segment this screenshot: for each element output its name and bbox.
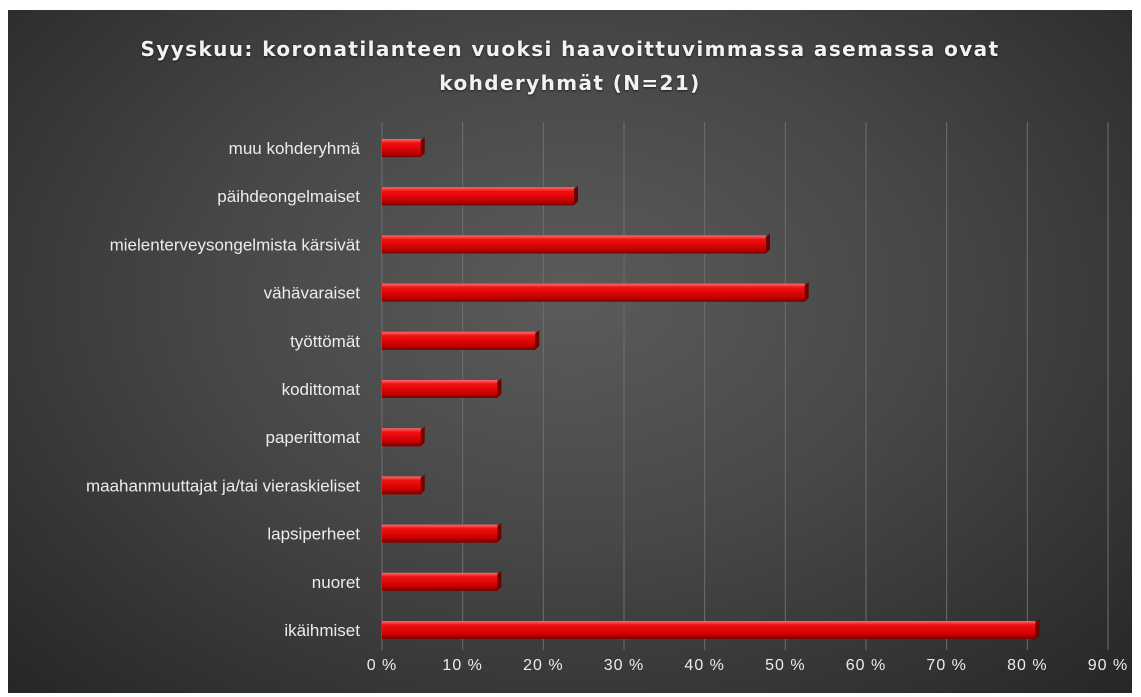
x-tick-label: 70 % — [926, 657, 966, 674]
x-tick-label: 90 % — [1088, 657, 1128, 674]
chart-frame: Syyskuu: koronatilanteen vuoksi haavoitt… — [8, 10, 1132, 693]
category-label: ikäihmiset — [284, 621, 360, 640]
bar — [382, 235, 766, 254]
category-label: maahanmuuttajat ja/tai vieraskieliset — [86, 476, 360, 495]
bar — [382, 380, 498, 398]
bar-chart: muu kohderyhmä päihdeongelmaiset mielenter… — [86, 122, 1128, 674]
bar — [382, 139, 421, 157]
category-label: työttömät — [290, 332, 360, 351]
chart-title: Syyskuu: koronatilanteen vuoksi haavoitt… — [8, 32, 1132, 100]
bar — [382, 476, 421, 495]
bar — [382, 331, 536, 350]
x-tick-label: 10 % — [442, 657, 482, 674]
gridlines — [381, 122, 1109, 650]
x-tick-label: 50 % — [765, 657, 805, 674]
category-label: kodittomat — [282, 380, 361, 399]
bar — [382, 524, 498, 543]
category-label: paperittomat — [266, 428, 361, 447]
chart-title-line-1: Syyskuu: koronatilanteen vuoksi haavoitt… — [140, 37, 1000, 61]
bar — [382, 428, 421, 447]
x-tick-label: 0 % — [367, 657, 398, 674]
category-labels: muu kohderyhmä päihdeongelmaiset mielenter… — [86, 139, 361, 640]
category-label: nuoret — [312, 573, 360, 592]
x-tick-label: 80 % — [1007, 657, 1047, 674]
category-label: mielenterveysongelmista kärsivät — [110, 235, 361, 254]
x-tick-label: 20 % — [523, 657, 563, 674]
bar — [382, 187, 574, 206]
bar — [382, 283, 805, 302]
category-label: vähävaraiset — [264, 284, 361, 303]
x-tick-label: 60 % — [846, 657, 886, 674]
bars — [382, 137, 1040, 639]
x-axis-tick-labels: 0 % 10 % 20 % 30 % 40 % 50 % 60 % 70 % 80 % 90 % — [367, 657, 1128, 674]
category-label: muu kohderyhmä — [229, 139, 361, 158]
x-tick-label: 30 % — [604, 657, 644, 674]
category-label: päihdeongelmaiset — [217, 187, 360, 206]
bar — [382, 621, 1036, 639]
bar — [382, 572, 498, 591]
category-label: lapsiperheet — [267, 525, 360, 544]
chart-title-line-2: kohderyhmät (N=21) — [439, 71, 701, 95]
x-tick-label: 40 % — [684, 657, 724, 674]
